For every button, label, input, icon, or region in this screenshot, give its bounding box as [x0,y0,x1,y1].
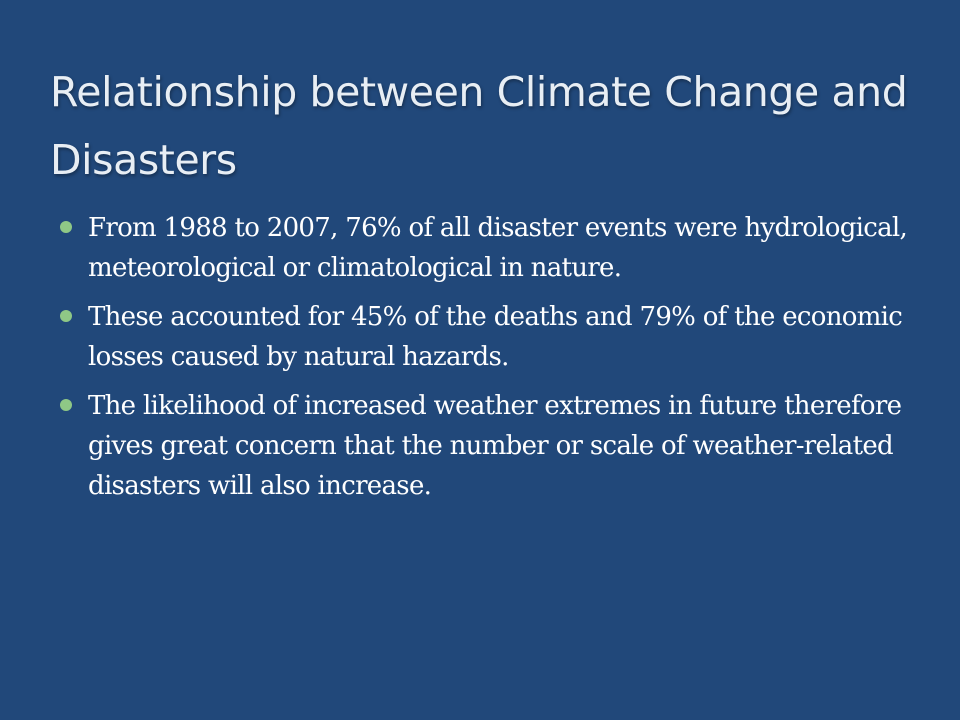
bullet-text: These accounted for 45% of the deaths an… [88,302,903,372]
bullet-item: These accounted for 45% of the deaths an… [60,297,920,377]
bullet-dot-icon [60,221,72,233]
bullet-text: From 1988 to 2007, 76% of all disaster e… [88,213,908,283]
bullet-dot-icon [60,310,72,322]
bullet-item: From 1988 to 2007, 76% of all disaster e… [60,208,920,288]
bullet-text: The likelihood of increased weather extr… [88,391,902,501]
bullet-item: The likelihood of increased weather extr… [60,386,920,506]
bullet-dot-icon [60,399,72,411]
bullet-list: From 1988 to 2007, 76% of all disaster e… [60,208,920,515]
slide-title: Relationship between Climate Change and … [50,68,908,184]
